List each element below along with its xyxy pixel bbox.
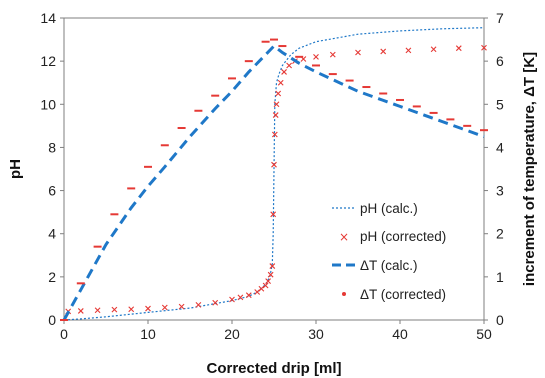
series-ph-corrected-point [271, 131, 278, 138]
series-ph-corrected-point [405, 47, 412, 54]
series-ph-corrected-point [275, 90, 282, 97]
series-ph-corrected-point [258, 285, 265, 292]
series-ph-corrected-point [254, 289, 261, 295]
series-ph-corrected-point [195, 302, 202, 308]
left-axis-title: pH [7, 159, 24, 179]
left-axis-ticks: 0 2 4 6 8 10 12 14 [40, 10, 64, 328]
left-tick-label: 8 [48, 139, 56, 155]
series-ph-corrected-point [273, 101, 280, 108]
x-tick-label: 50 [476, 326, 492, 342]
x-tick-label: 10 [140, 326, 156, 342]
legend-item-ph-corrected: × pH (corrected) [339, 229, 446, 244]
series-ph-corrected-point [270, 211, 277, 218]
series-ph-corrected-point [111, 306, 118, 313]
legend-label-ph-corrected: pH (corrected) [360, 229, 446, 244]
series-ph-corrected-point [229, 296, 235, 303]
right-tick-label: 3 [496, 183, 504, 199]
series-ph-corrected-point [94, 307, 101, 314]
series-ph-corrected-point [455, 45, 462, 52]
series-t-corrected [60, 38, 488, 321]
series-ph-corrected-point [161, 304, 168, 311]
right-tick-label: 4 [496, 139, 504, 155]
series-ph-corrected-point [265, 278, 272, 285]
right-tick-label: 0 [496, 312, 504, 328]
plot-area [60, 27, 488, 321]
right-axis-title: increment of temperature, ΔT [K] [521, 52, 538, 286]
left-tick-label: 14 [40, 10, 56, 26]
legend: pH (calc.) × pH (corrected) ΔT (calc.) Δ… [332, 201, 446, 302]
legend-item-dt-corrected: ΔT (corrected) [342, 287, 446, 302]
series-ph-corrected-point [262, 282, 269, 289]
series-ph-corrected-point [178, 303, 185, 310]
series-ph-corrected-point [380, 48, 387, 55]
series-ph-corrected-point [271, 161, 277, 168]
left-tick-label: 12 [40, 53, 56, 69]
x-tick-label: 20 [224, 326, 240, 342]
series-ph-corrected-point [313, 53, 319, 60]
legend-item-dt-calc: ΔT (calc.) [332, 258, 418, 273]
series-ph-corrected-point [481, 44, 487, 51]
x-axis-title: Corrected drip [ml] [206, 360, 341, 377]
legend-cross-marker-icon: × [339, 230, 349, 244]
left-tick-label: 6 [48, 183, 56, 199]
series-ph-corrected [65, 44, 487, 315]
right-tick-label: 6 [496, 53, 504, 69]
series-ph-corrected-point [286, 62, 293, 69]
left-tick-label: 2 [48, 269, 56, 285]
series-ph-corrected-point [355, 49, 361, 56]
series-ph-corrected-point [277, 79, 284, 86]
legend-label-dt-calc: ΔT (calc.) [360, 258, 418, 273]
right-tick-label: 1 [496, 269, 504, 285]
left-tick-label: 4 [48, 226, 56, 242]
series-t-calc-line [62, 43, 485, 321]
right-tick-label: 2 [496, 226, 504, 242]
series-ph-calc [63, 27, 485, 321]
series-ph-corrected-point [212, 299, 219, 306]
right-tick-label: 5 [496, 96, 504, 112]
series-ph-corrected-point [281, 69, 287, 75]
series-ph-corrected-point [267, 271, 274, 278]
x-tick-label: 40 [392, 326, 408, 342]
series-ph-corrected-point [329, 51, 336, 58]
series-ph-corrected-point [237, 294, 244, 301]
series-ph-corrected-point [77, 308, 84, 314]
x-tick-label: 0 [60, 326, 68, 342]
series-ph-corrected-point [272, 112, 279, 118]
series-t-calc [62, 43, 485, 321]
series-ph-corrected-point [430, 46, 437, 53]
legend-dot-marker-icon [342, 292, 346, 296]
legend-label-dt-corrected: ΔT (corrected) [360, 287, 446, 302]
left-tick-label: 10 [40, 96, 56, 112]
plot-frame [63, 17, 485, 321]
right-axis-ticks: 0 1 2 3 4 5 6 7 [484, 10, 504, 328]
legend-item-ph-calc: pH (calc.) [332, 201, 418, 216]
left-tick-label: 0 [48, 312, 56, 328]
x-axis-ticks: 0 10 20 30 40 50 [60, 320, 492, 342]
right-tick-label: 7 [496, 10, 504, 26]
legend-label-ph-calc: pH (calc.) [360, 201, 418, 216]
series-ph-corrected-point [245, 292, 252, 299]
series-ph-calc-line [63, 27, 485, 321]
series-ph-corrected-point [145, 305, 151, 312]
series-ph-corrected-point [128, 306, 135, 313]
series-ph-corrected-point [269, 263, 276, 269]
x-tick-label: 30 [308, 326, 324, 342]
